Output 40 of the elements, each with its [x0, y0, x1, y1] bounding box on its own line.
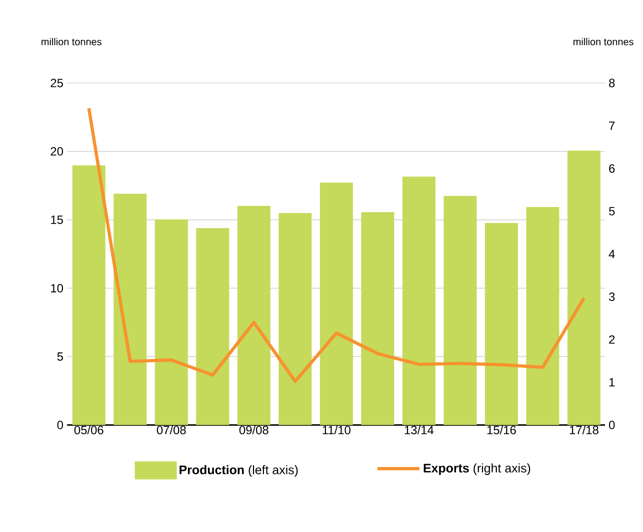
- y2-tick-label: 7: [609, 122, 615, 130]
- bar: [278, 212, 312, 425]
- y-tick-label: 0: [57, 420, 64, 430]
- y-tick-label: 5: [57, 352, 63, 361]
- bar: [114, 194, 147, 425]
- x-tick-label: 09/08: [239, 426, 268, 434]
- x-tick-label: 05/06: [74, 426, 104, 434]
- bar: [484, 222, 518, 425]
- y2-tick-label: 5: [609, 207, 615, 216]
- legend-label: Exports (right axis): [424, 463, 530, 475]
- y2-tick-label: 0: [608, 420, 615, 430]
- y2-tick-label: 3: [608, 292, 615, 301]
- y-tick-label: 15: [51, 216, 63, 224]
- legend-label: Production (left axis): [180, 465, 298, 477]
- x-tick-label: 17/18: [570, 426, 598, 434]
- x-tick-label: 13/14: [404, 426, 434, 434]
- bar: [526, 206, 560, 425]
- bar: [361, 212, 394, 425]
- bar: [237, 206, 270, 425]
- bar: [402, 176, 436, 425]
- x-tick-label: 11/10: [322, 426, 350, 434]
- x-tick-label: 15/16: [487, 426, 516, 434]
- bar: [320, 182, 353, 425]
- bar: [154, 219, 188, 425]
- y-tick-label: 20: [50, 147, 64, 156]
- bar: [567, 150, 600, 425]
- y2-tick-label: 8: [609, 78, 615, 88]
- y2-axis-title: million tonnes: [574, 38, 634, 46]
- y-tick-label: 10: [51, 284, 64, 292]
- y2-tick-label: 6: [609, 164, 615, 173]
- y-axis-title: million tonnes: [42, 38, 102, 46]
- y2-tick-label: 2: [609, 335, 615, 344]
- y2-tick-label: 4: [608, 250, 615, 258]
- y2-tick-label: 1: [609, 378, 615, 386]
- line-series: [87, 106, 586, 383]
- bar: [196, 228, 230, 425]
- bar: [72, 165, 106, 425]
- x-tick-label: 07/08: [156, 426, 186, 434]
- y-tick-label: 25: [50, 78, 63, 88]
- bar: [444, 196, 477, 425]
